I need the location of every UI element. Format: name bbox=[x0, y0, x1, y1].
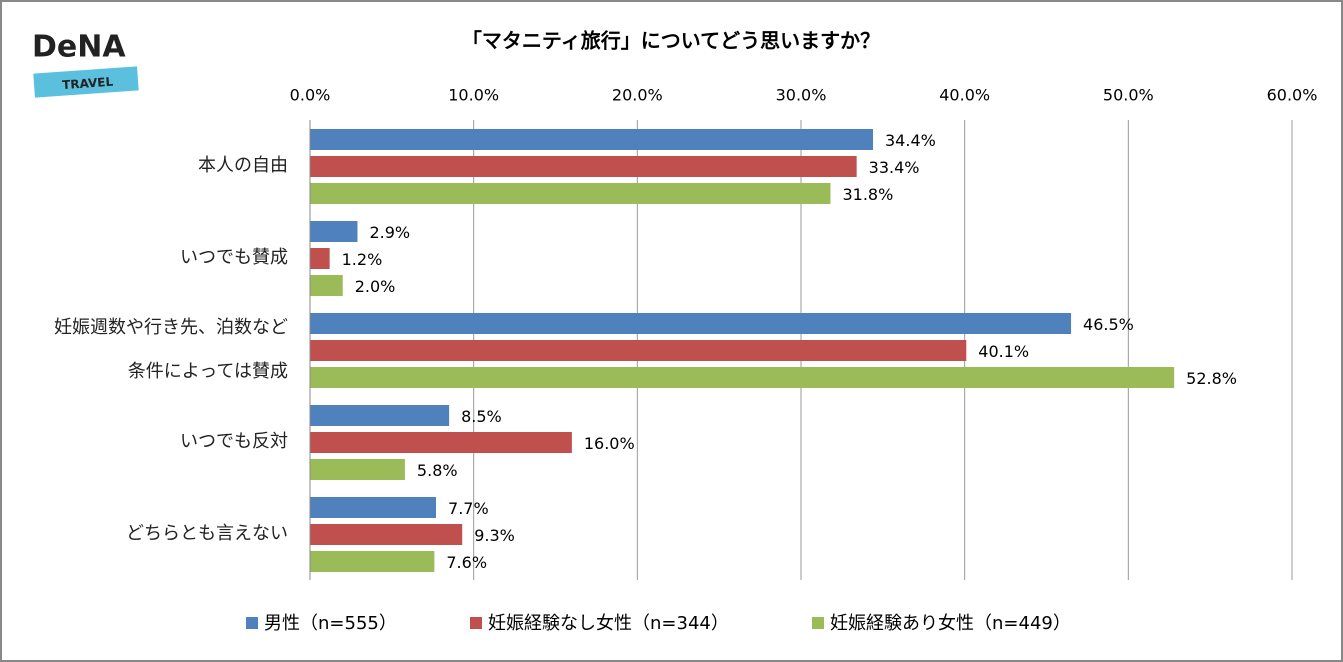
bar bbox=[310, 156, 857, 177]
value-label: 1.2% bbox=[342, 250, 383, 269]
legend-label: 妊娠経験なし女性（n=344） bbox=[488, 613, 729, 634]
category-label: いつでも反対 bbox=[180, 431, 288, 452]
value-label: 52.8% bbox=[1186, 369, 1237, 388]
logo-name: DeNA bbox=[32, 30, 126, 65]
category-label: どちらとも言えない bbox=[126, 523, 288, 544]
bar bbox=[310, 459, 405, 480]
logo: DeNA TRAVEL bbox=[32, 30, 139, 98]
bar bbox=[310, 367, 1175, 388]
value-label: 9.3% bbox=[474, 526, 515, 545]
value-label: 31.8% bbox=[842, 185, 893, 204]
bar bbox=[310, 313, 1072, 334]
value-label: 16.0% bbox=[584, 434, 635, 453]
x-tick-label: 50.0% bbox=[1103, 86, 1154, 105]
logo-sub: TRAVEL bbox=[62, 75, 114, 93]
category-label: 本人の自由 bbox=[198, 155, 288, 176]
bar bbox=[310, 524, 463, 545]
bar bbox=[310, 432, 572, 453]
x-tick-label: 20.0% bbox=[612, 86, 663, 105]
x-tick-label: 40.0% bbox=[939, 86, 990, 105]
legend-label: 男性（n=555） bbox=[264, 613, 397, 634]
x-tick-label: 30.0% bbox=[776, 86, 827, 105]
value-label: 8.5% bbox=[461, 407, 502, 426]
value-label: 5.8% bbox=[417, 461, 458, 480]
value-label: 2.9% bbox=[369, 223, 410, 242]
bar bbox=[310, 275, 343, 296]
bar bbox=[310, 248, 330, 269]
x-tick-label: 10.0% bbox=[448, 86, 499, 105]
value-label: 33.4% bbox=[869, 158, 920, 177]
bar bbox=[310, 221, 358, 242]
legend-swatch bbox=[246, 617, 258, 629]
x-tick-label: 0.0% bbox=[290, 86, 331, 105]
value-label: 7.7% bbox=[448, 499, 489, 518]
bar bbox=[310, 183, 831, 204]
x-tick-label: 60.0% bbox=[1267, 86, 1318, 105]
value-label: 46.5% bbox=[1083, 315, 1134, 334]
value-label: 2.0% bbox=[355, 277, 396, 296]
bar bbox=[310, 405, 450, 426]
bar bbox=[310, 129, 874, 150]
value-label: 34.4% bbox=[885, 131, 936, 150]
legend-swatch bbox=[812, 617, 824, 629]
chart-title: 「マタニティ旅行」についてどう思いますか？ bbox=[462, 29, 880, 53]
category-label: 妊娠週数や行き先、泊数など 条件によっては賛成 bbox=[54, 317, 288, 382]
bar bbox=[310, 340, 967, 361]
value-label: 40.1% bbox=[978, 342, 1029, 361]
bar bbox=[310, 497, 437, 518]
bar bbox=[310, 551, 435, 572]
logo-band bbox=[33, 66, 139, 98]
legend-label: 妊娠経験あり女性（n=449） bbox=[830, 613, 1071, 634]
value-label: 7.6% bbox=[446, 553, 487, 572]
category-label: いつでも賛成 bbox=[180, 247, 288, 268]
legend-swatch bbox=[470, 617, 482, 629]
